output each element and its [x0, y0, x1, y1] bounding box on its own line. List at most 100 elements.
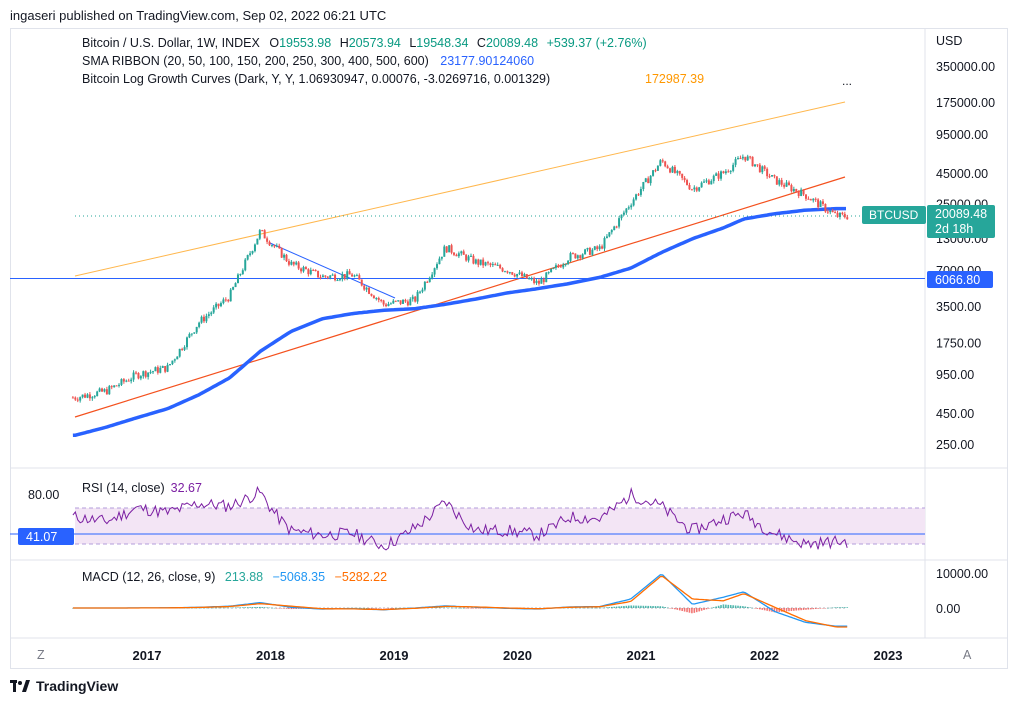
candle-body — [232, 287, 235, 290]
candle-body — [591, 249, 594, 255]
macd-histogram-bar — [198, 607, 200, 609]
chart-frame[interactable] — [10, 28, 1008, 669]
candle-body — [503, 271, 506, 273]
candle-body — [540, 279, 543, 284]
candle-body — [139, 376, 142, 379]
candle-body — [630, 205, 633, 208]
macd-histogram-bar — [732, 605, 734, 608]
candle-body — [137, 373, 140, 379]
macd-histogram-bar — [608, 607, 611, 608]
rsi-axis-top: 80.00 — [28, 488, 59, 502]
macd-histogram-bar — [273, 607, 276, 609]
macd-histogram-bar — [817, 608, 819, 609]
candle-body — [707, 180, 710, 185]
macd-histogram-bar — [606, 607, 608, 608]
macd-histogram-bar — [441, 607, 443, 608]
candle-body — [251, 251, 254, 254]
macd-histogram-bar — [693, 608, 696, 613]
macd-histogram-bar — [785, 608, 788, 612]
macd-histogram-bar — [348, 607, 351, 609]
macd-histogram-bar — [812, 608, 815, 610]
candle-body — [601, 246, 604, 249]
macd-histogram-bar — [722, 604, 725, 608]
candle-body — [467, 256, 470, 261]
candle-body — [389, 303, 392, 305]
candle-body — [321, 275, 324, 278]
candle-body — [457, 253, 460, 257]
candle-body — [588, 247, 591, 255]
candle-body — [739, 158, 742, 160]
macd-histogram-bar — [698, 608, 700, 612]
macd-histogram-bar — [822, 608, 824, 609]
macd-histogram-bar — [239, 607, 242, 608]
candle-body — [792, 188, 795, 192]
candle-body — [724, 171, 727, 174]
price-axis-currency: USD — [936, 34, 962, 48]
candle-body — [144, 371, 147, 377]
time-label-2021: 2021 — [627, 648, 656, 663]
macd-histogram-bar — [283, 608, 285, 609]
candle-body — [229, 289, 232, 302]
macd-histogram-bar — [387, 608, 390, 609]
candle-body — [715, 173, 718, 176]
candle-body — [756, 164, 759, 166]
macd-histogram-bar — [810, 608, 812, 610]
macd-histogram-bar — [455, 607, 458, 609]
candle-body — [552, 267, 555, 269]
macd-histogram-bar — [438, 607, 441, 608]
macd-histogram-bar — [644, 605, 647, 608]
candle-body — [644, 178, 647, 182]
macd-histogram-bar — [763, 608, 766, 611]
macd-histogram-bar — [353, 607, 356, 609]
candle-body — [207, 314, 210, 316]
macd-histogram-bar — [385, 608, 387, 609]
candle-body — [627, 207, 630, 209]
legend-more-icon[interactable]: ... — [842, 74, 852, 88]
macd-legend: MACD (12, 26, close, 9) 213.88 −5068.35 … — [82, 570, 387, 584]
price-tick-2: 95000.00 — [936, 128, 988, 142]
candle-body — [86, 394, 89, 398]
macd-histogram-bar — [271, 607, 273, 609]
candle-body — [581, 254, 584, 259]
candle-body — [812, 198, 815, 201]
candle-body — [661, 160, 664, 162]
macd-histogram-bar — [729, 605, 732, 608]
candle-body — [431, 274, 434, 278]
time-axis-auto-button[interactable]: A — [963, 648, 972, 662]
candle-body — [554, 265, 557, 268]
candle-body — [528, 278, 531, 280]
macd-histogram-bar — [589, 607, 591, 609]
macd-histogram-bar — [278, 608, 281, 609]
candle-body — [666, 166, 669, 169]
candle-body — [312, 269, 315, 271]
macd-histogram-bar — [229, 607, 232, 609]
candle-body — [200, 316, 203, 323]
macd-histogram-bar — [829, 607, 832, 609]
macd-histogram-bar — [295, 608, 298, 609]
tradingview-logo[interactable]: TradingView — [10, 678, 118, 694]
macd-histogram-bar — [778, 608, 781, 612]
macd-histogram-bar — [686, 608, 688, 613]
candle-body — [285, 254, 288, 262]
macd-histogram-bar — [234, 607, 237, 608]
candle-body — [171, 360, 174, 365]
candle-body — [584, 249, 587, 255]
candle-body — [678, 171, 681, 174]
macd-histogram-bar — [625, 605, 628, 608]
macd-histogram-bar — [807, 608, 810, 610]
candle-body — [576, 255, 579, 259]
candle-body — [120, 379, 123, 385]
candle-body — [368, 287, 371, 294]
candle-body — [421, 289, 424, 292]
candle-body — [518, 272, 521, 274]
candle-body — [550, 268, 553, 273]
candle-body — [314, 270, 317, 272]
time-axis-left-button[interactable]: Z — [37, 648, 45, 662]
macd-histogram-bar — [227, 607, 230, 609]
macd-histogram-bar — [254, 607, 256, 608]
macd-histogram-bar — [756, 608, 759, 609]
candle-body — [317, 270, 320, 278]
candle-body — [154, 367, 157, 372]
candle-body — [270, 245, 273, 247]
